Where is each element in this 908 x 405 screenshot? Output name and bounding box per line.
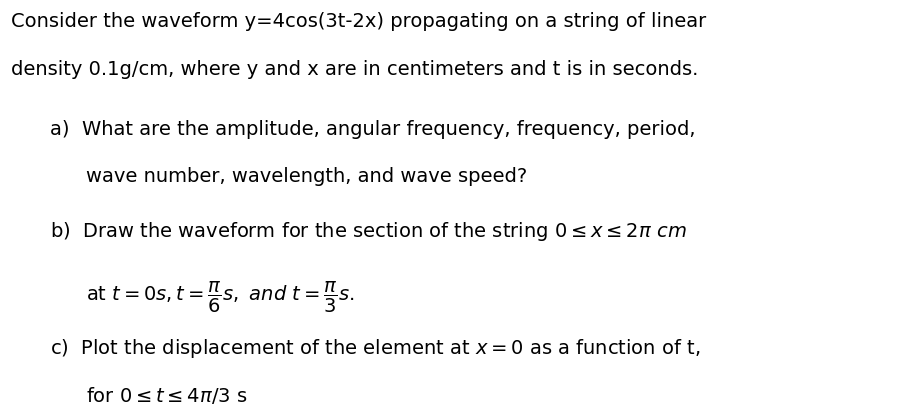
Text: wave number, wavelength, and wave speed?: wave number, wavelength, and wave speed?	[86, 168, 528, 186]
Text: b)  Draw the waveform for the section of the string $0 \leq x \leq 2\pi\ cm$: b) Draw the waveform for the section of …	[50, 220, 686, 243]
Text: density 0.1g/cm, where y and x are in centimeters and t is in seconds.: density 0.1g/cm, where y and x are in ce…	[11, 60, 698, 79]
Text: at $t = 0s, t = \dfrac{\pi}{6}s,\ and\ t = \dfrac{\pi}{3}s.$: at $t = 0s, t = \dfrac{\pi}{6}s,\ and\ t…	[86, 280, 355, 315]
Text: a)  What are the amplitude, angular frequency, frequency, period,: a) What are the amplitude, angular frequ…	[50, 120, 696, 139]
Text: Consider the waveform y=4cos(3t-2x) propagating on a string of linear: Consider the waveform y=4cos(3t-2x) prop…	[11, 12, 706, 31]
Text: c)  Plot the displacement of the element at $x = 0$ as a function of t,: c) Plot the displacement of the element …	[50, 337, 700, 360]
Text: for $0 \leq t \leq 4\pi/3$ s: for $0 \leq t \leq 4\pi/3$ s	[86, 385, 248, 405]
